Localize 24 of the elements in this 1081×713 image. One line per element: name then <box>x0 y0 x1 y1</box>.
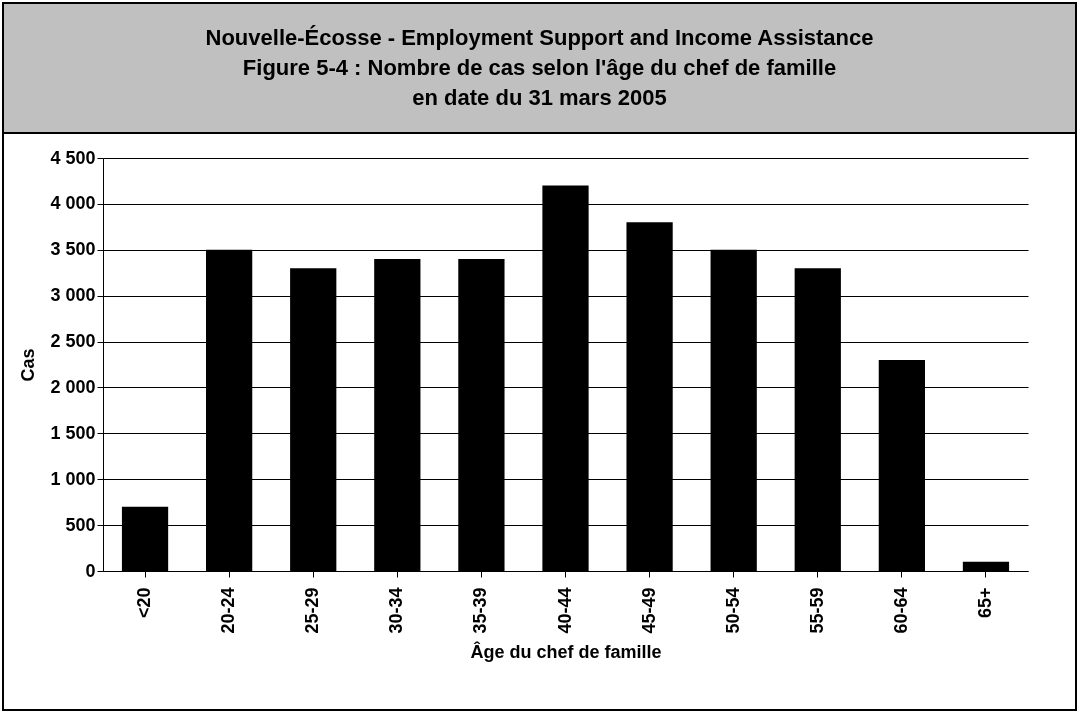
y-tick-label: 3 000 <box>50 285 96 306</box>
x-tick-label: 60-64 <box>890 587 911 634</box>
x-tick-label: 50-54 <box>722 587 743 634</box>
y-tick-label: 4 000 <box>50 193 96 214</box>
x-tick-label: 20-24 <box>218 587 239 634</box>
x-tick-label: 65+ <box>974 587 995 619</box>
y-tick-label: 1 500 <box>50 422 96 443</box>
y-tick-label: 4 500 <box>50 147 96 168</box>
y-tick-label: 2 500 <box>50 331 96 352</box>
x-tick-label: 25-29 <box>302 587 323 634</box>
x-tick-label: 35-39 <box>470 587 491 634</box>
x-tick-label: 40-44 <box>554 587 575 634</box>
x-tick-label: 45-49 <box>638 587 659 634</box>
y-axis-title: Cas <box>18 348 39 382</box>
y-tick-label: 500 <box>65 514 96 535</box>
y-tick-label: 3 500 <box>50 239 96 260</box>
y-tick-label: 0 <box>85 560 96 581</box>
x-tick-label: 30-34 <box>386 587 407 634</box>
y-tick-label: 2 000 <box>50 376 96 397</box>
x-tick-label: 55-59 <box>806 587 827 634</box>
chart-title: Nouvelle-Écosse - Employment Support and Income Assistance Figure 5-4 : Nombre de cas selon l'âge du chef de famille en date du 31 mars 2005 <box>4 4 1075 134</box>
y-tick-label: 1 000 <box>50 468 96 489</box>
x-axis-title: Âge du chef de famille <box>470 640 662 662</box>
x-tick-label: <20 <box>134 587 155 619</box>
